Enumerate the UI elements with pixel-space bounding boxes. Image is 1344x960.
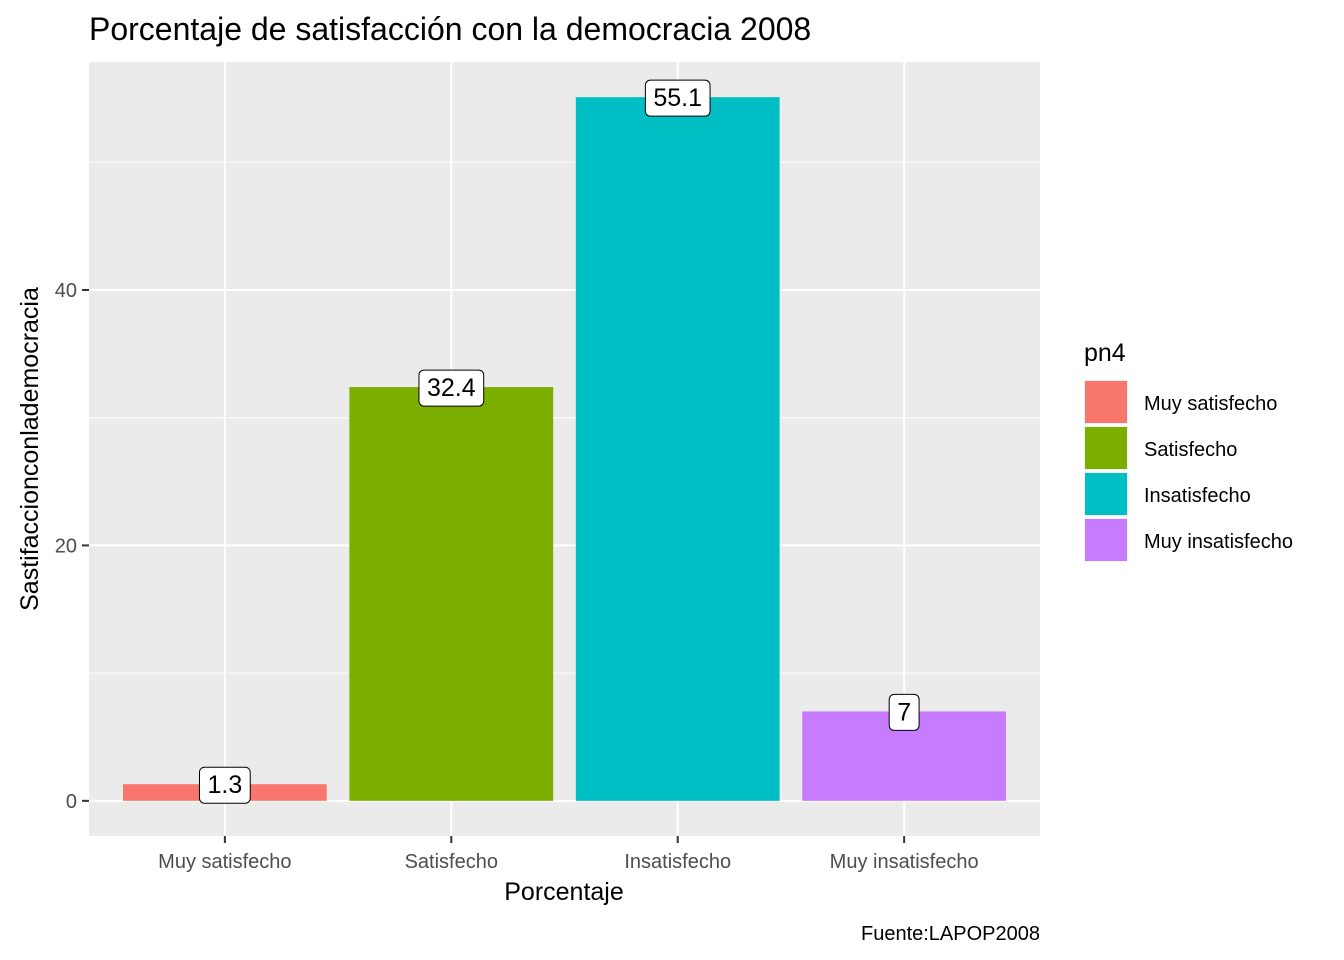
x-axis: Muy satisfecho Satisfecho Insatisfecho Muy …	[158, 836, 979, 873]
legend-swatch	[1085, 427, 1127, 469]
legend-title: pn4	[1084, 339, 1126, 367]
data-label-box	[888, 693, 920, 731]
y-tick-label: 40	[55, 280, 77, 302]
x-axis-title: Porcentaje	[504, 878, 624, 906]
legend-item: Muy insatisfecho	[1084, 518, 1293, 562]
y-axis-title: Sastifaccionconlademocracia	[16, 287, 44, 611]
x-tick-label: Muy insatisfecho	[830, 851, 979, 873]
plot-panel	[89, 62, 1040, 836]
data-label-text: 55.1	[653, 84, 702, 112]
bar	[349, 387, 554, 801]
legend-label: Satisfecho	[1144, 439, 1237, 461]
x-tick-label: Insatisfecho	[624, 851, 731, 873]
y-tick-label: 20	[55, 535, 77, 557]
legend-label: Muy satisfecho	[1144, 393, 1277, 415]
x-tick-label: Satisfecho	[405, 851, 498, 873]
caption: Fuente:LAPOP2008	[861, 923, 1040, 945]
legend-label: Insatisfecho	[1144, 485, 1251, 507]
data-label-text: 32.4	[427, 374, 476, 402]
data-label-box	[644, 79, 711, 117]
legend-swatch	[1085, 473, 1127, 515]
x-tick-label: Muy satisfecho	[158, 851, 291, 873]
data-labels: 1.3 32.4 55.1 7	[198, 79, 920, 804]
legend-swatch	[1085, 381, 1127, 423]
data-label: 32.4	[418, 369, 485, 407]
chart-title: Porcentaje de satisfacción con la democr…	[89, 11, 811, 47]
data-label: 7	[888, 693, 920, 731]
data-label: 55.1	[644, 79, 711, 117]
legend-item: Insatisfecho	[1084, 472, 1251, 516]
legend-swatch	[1085, 519, 1127, 561]
data-label-text: 1.3	[207, 771, 242, 799]
y-axis: 0 20 40	[55, 280, 89, 813]
legend: pn4 Muy satisfecho Satisfecho Insatisfecho…	[1084, 339, 1293, 562]
legend-item: Muy satisfecho	[1084, 380, 1277, 424]
minor-gridlines	[89, 161, 1040, 674]
bar	[575, 97, 780, 801]
data-label-text: 7	[897, 698, 911, 726]
data-label-box	[418, 369, 485, 407]
legend-item: Satisfecho	[1084, 426, 1237, 470]
legend-label: Muy insatisfecho	[1144, 531, 1293, 553]
data-label-box	[198, 766, 251, 804]
y-tick-label: 0	[66, 791, 77, 813]
data-label: 1.3	[198, 766, 251, 804]
